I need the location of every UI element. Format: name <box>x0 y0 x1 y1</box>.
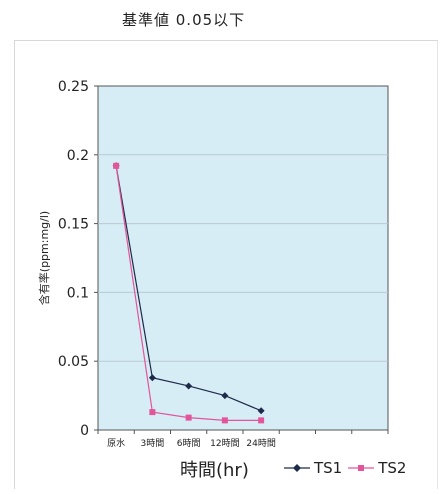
x-tick-label: 原水 <box>107 437 125 449</box>
y-axis-label: 含有率(ppm:mg/l) <box>37 211 51 305</box>
x-axis-ticks: 原水 3時間 6時間 12時間 24時間 <box>97 430 389 449</box>
x-tick-label: 6時間 <box>177 438 201 449</box>
x-axis-label: 時間(hr) <box>180 460 249 481</box>
chart-frame <box>14 40 438 489</box>
data-point-ts1 <box>148 374 156 382</box>
data-point-ts1 <box>185 382 193 390</box>
y-tick-label: 0.25 <box>58 79 89 95</box>
gridlines <box>98 154 388 362</box>
data-point-ts2 <box>221 417 228 424</box>
plot-area <box>97 85 389 431</box>
y-tick-label: 0.15 <box>58 217 89 233</box>
legend-label-ts1: TS1 <box>314 459 343 477</box>
legend-label-ts2: TS2 <box>378 459 407 477</box>
data-point-ts1 <box>257 407 265 415</box>
data-point-ts2 <box>185 414 192 421</box>
chart-legend: TS1 TS2 <box>284 456 406 480</box>
y-tick-label: 0.05 <box>58 354 89 370</box>
data-point-ts1 <box>221 392 229 400</box>
legend-swatch-ts2 <box>348 465 375 471</box>
y-tick-label: 0.1 <box>67 285 89 301</box>
chart-title: 基準値 0.05以下 <box>122 11 246 29</box>
x-tick-label: 24時間 <box>246 438 275 449</box>
data-point-ts2 <box>149 409 156 416</box>
legend-swatch-ts1 <box>284 464 310 472</box>
legend-item-ts1: TS1 <box>284 459 342 477</box>
x-tick-label: 12時間 <box>210 438 239 449</box>
data-point-ts2 <box>258 417 265 424</box>
y-tick-label: 0 <box>80 423 89 439</box>
legend-item-ts2: TS2 <box>348 459 406 477</box>
y-axis-ticks: 0 0.05 0.1 0.15 0.2 0.25 <box>58 79 98 439</box>
data-point-ts2 <box>113 162 120 169</box>
series-layer <box>112 162 265 424</box>
y-tick-label: 0.2 <box>67 148 89 164</box>
x-tick-label: 3時間 <box>141 438 165 449</box>
